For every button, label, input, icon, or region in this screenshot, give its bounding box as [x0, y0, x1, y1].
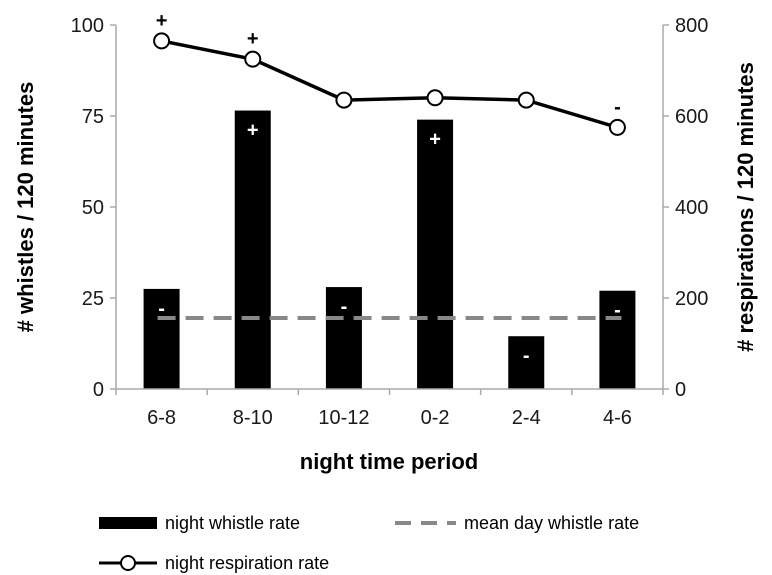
- bar-4-6: [599, 290, 636, 389]
- respiration-point-4-6: [608, 118, 626, 136]
- y-tick-label-1: 25: [82, 288, 104, 310]
- respiration-point-0-2: [426, 89, 444, 107]
- plot-area: - + - + - - + + -: [143, 10, 636, 389]
- y-tick-label-4: 100: [71, 15, 104, 37]
- bar-sign-label-8-10: +: [247, 120, 259, 142]
- bar-sign-label-2-4: -: [523, 345, 530, 367]
- respiration-point-2-4: [517, 91, 535, 109]
- y2-tick-label-3: 600: [675, 106, 708, 128]
- respiration-point-8-10: [244, 50, 262, 68]
- respiration-sign-label-8-10: +: [247, 28, 259, 50]
- legend-swatch-marker-night-respiration-rate: [120, 555, 136, 571]
- legend-label-night-whistle-rate: night whistle rate: [165, 513, 300, 533]
- respiration-line: [161, 39, 618, 130]
- x-tick-label-6-8: 6-8: [147, 407, 176, 429]
- x-tick-label-0-2: 0-2: [421, 407, 450, 429]
- respiration-sign-label-4-6: -: [614, 96, 621, 118]
- bar-sign-label-10-12: -: [341, 296, 348, 318]
- x-tick-label-8-10: 8-10: [233, 407, 273, 429]
- x-axis-title: night time period: [300, 449, 478, 474]
- bar-sign-label-0-2: +: [429, 129, 441, 151]
- axes: night time period # whistles / 120 minut…: [13, 15, 758, 474]
- y-tick-label-3: 75: [82, 106, 104, 128]
- legend-label-mean-day-whistle-rate: mean day whistle rate: [464, 513, 639, 533]
- legend-label-night-respiration-rate: night respiration rate: [165, 553, 329, 573]
- bar-sign-label-6-8: -: [158, 298, 165, 320]
- x-tick-label-4-6: 4-6: [603, 407, 632, 429]
- y2-tick-label-1: 200: [675, 288, 708, 310]
- legend-swatch-night-whistle-rate: [99, 517, 157, 529]
- bar-sign-label-4-6: -: [614, 300, 621, 322]
- bar-2-4: [508, 336, 545, 389]
- bar-10-12: [325, 287, 362, 389]
- y2-tick-label-2: 400: [675, 197, 708, 219]
- x-tick-label-10-12: 10-12: [318, 407, 369, 429]
- x-tick-label-2-4: 2-4: [512, 407, 541, 429]
- respiration-point-10-12: [335, 91, 353, 109]
- respiration-point-6-8: [153, 32, 171, 50]
- bar-8-10: [234, 110, 271, 389]
- respiration-sign-label-6-8: +: [156, 10, 168, 32]
- bar-0-2: [417, 119, 454, 389]
- y2-tick-label-4: 800: [675, 15, 708, 37]
- legend: night whistle rate mean day whistle rate…: [99, 513, 639, 573]
- y-axis-title: # whistles / 120 minutes: [13, 82, 38, 333]
- y2-tick-label-0: 0: [675, 379, 686, 401]
- y-tick-label-2: 50: [82, 197, 104, 219]
- y2-axis-title: # respirations / 120 minutes: [733, 62, 758, 352]
- y-tick-label-0: 0: [93, 379, 104, 401]
- bar-6-8: [143, 288, 180, 389]
